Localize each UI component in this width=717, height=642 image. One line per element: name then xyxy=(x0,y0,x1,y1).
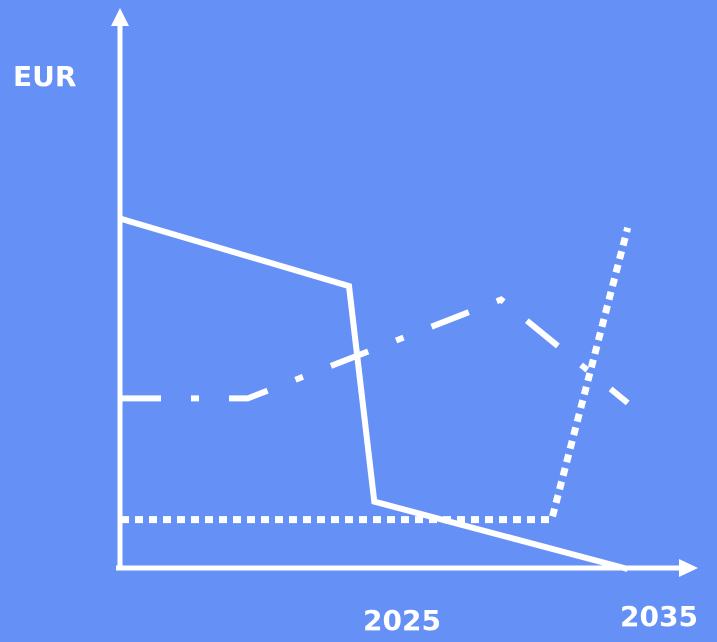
series-line-1-solid xyxy=(120,215,629,572)
chart-series xyxy=(120,215,632,572)
x-tick-label-2025: 2025 xyxy=(363,604,441,637)
chart-labels: EUR 2025 2035 xyxy=(13,60,698,637)
y-axis-label: EUR xyxy=(13,60,76,93)
series-line-2-dash-dot xyxy=(121,296,630,406)
y-axis-arrow xyxy=(111,8,129,26)
chart-axes xyxy=(111,8,698,577)
x-tick-label-2035: 2035 xyxy=(620,600,698,633)
series-line-3-dotted xyxy=(121,226,632,524)
x-axis-arrow xyxy=(679,559,698,577)
